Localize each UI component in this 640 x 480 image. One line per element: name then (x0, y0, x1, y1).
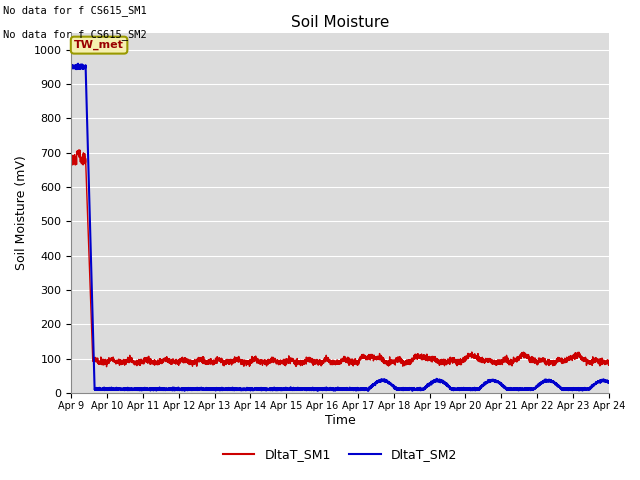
X-axis label: Time: Time (324, 414, 355, 427)
Text: No data for f CS615_SM2: No data for f CS615_SM2 (3, 29, 147, 40)
Legend: DltaT_SM1, DltaT_SM2: DltaT_SM1, DltaT_SM2 (218, 443, 462, 466)
Text: TW_met: TW_met (74, 40, 124, 50)
Text: No data for f CS615_SM1: No data for f CS615_SM1 (3, 5, 147, 16)
Y-axis label: Soil Moisture (mV): Soil Moisture (mV) (15, 156, 28, 270)
Title: Soil Moisture: Soil Moisture (291, 15, 389, 30)
